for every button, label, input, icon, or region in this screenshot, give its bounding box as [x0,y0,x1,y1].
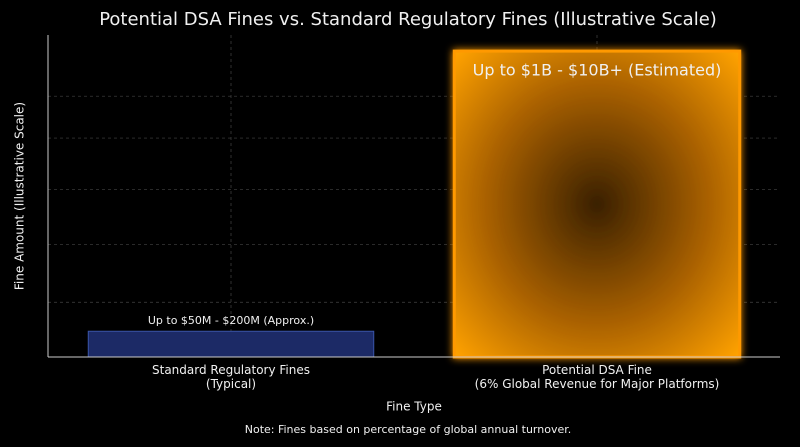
chart-title: Potential DSA Fines vs. Standard Regulat… [99,9,717,30]
bar [452,49,742,359]
x-tick-label: Potential DSA Fine (6% Global Revenue for… [475,363,720,391]
note: Note: Fines based on percentage of globa… [245,423,572,436]
bar [87,330,375,358]
x-tick-label: Standard Regulatory Fines (Typical) [152,363,310,391]
bar-annotation: Up to $1B - $10B+ (Estimated) [473,61,722,80]
x-axis-label: Fine Type [386,400,442,414]
bar-annotation: Up to $50M - $200M (Approx.) [148,314,314,327]
y-axis-label: Fine Amount (Illustrative Scale) [13,102,27,290]
